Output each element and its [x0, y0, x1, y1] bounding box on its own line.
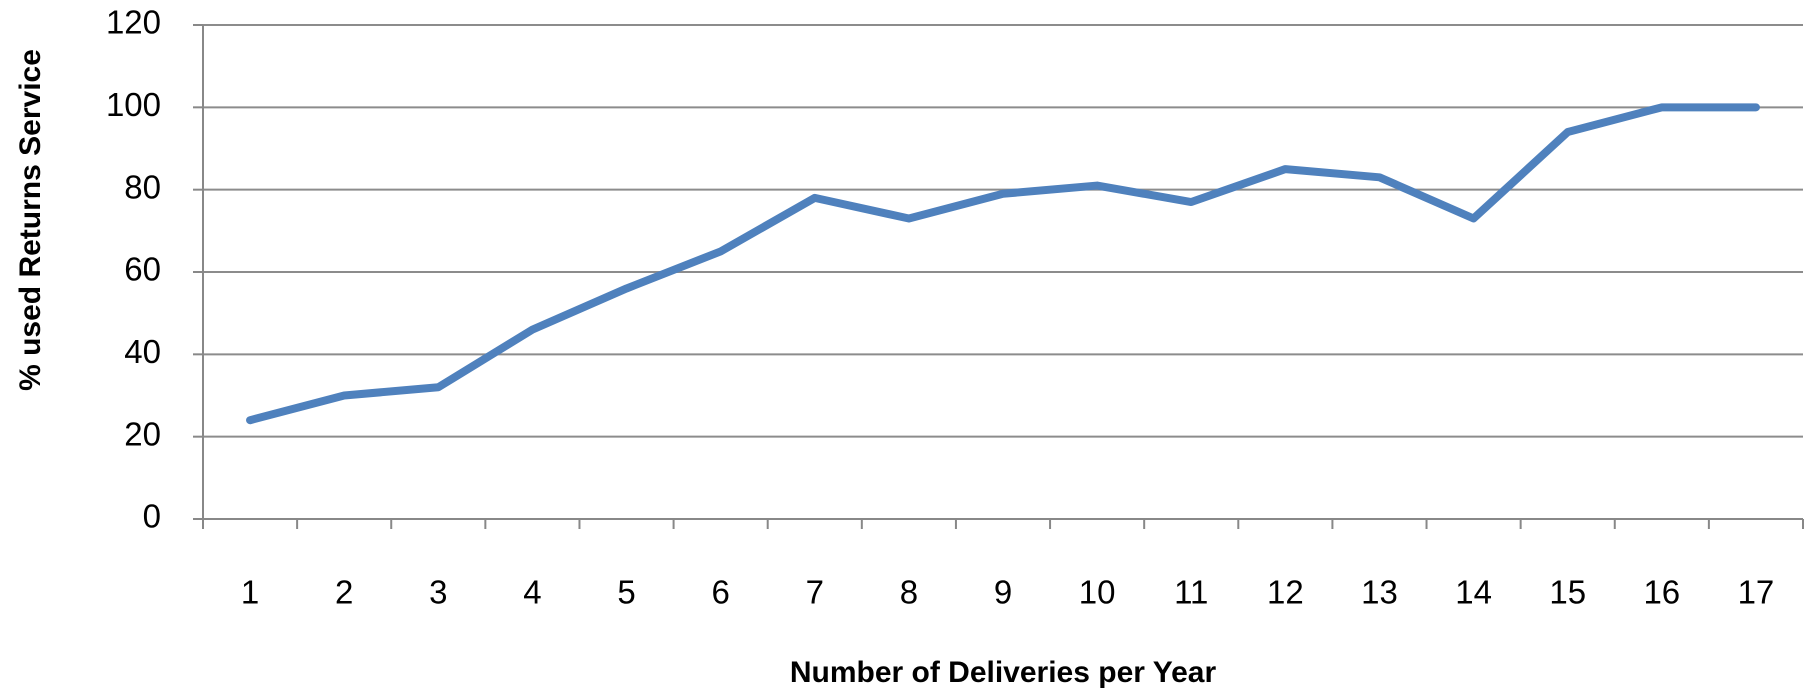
x-tick-label: 10 — [1079, 574, 1116, 611]
data-line — [246, 103, 1760, 425]
x-tick-label: 3 — [429, 574, 447, 611]
x-tick-label: 17 — [1738, 574, 1775, 611]
y-tick-label: 120 — [106, 4, 161, 41]
x-tick-label: 12 — [1267, 574, 1304, 611]
x-tick-label: 8 — [900, 574, 918, 611]
x-tick-label: 11 — [1174, 574, 1208, 611]
x-tick-label: 5 — [617, 574, 635, 611]
x-tick-label: 4 — [523, 574, 541, 611]
x-tick-label: 6 — [711, 574, 729, 611]
x-tick-label: 13 — [1361, 574, 1398, 611]
y-tick-label: 40 — [124, 333, 161, 370]
x-tick-label: 14 — [1455, 574, 1492, 611]
y-tick-label: 60 — [124, 251, 161, 288]
x-tick-label: 15 — [1549, 574, 1586, 611]
y-tick-label: 0 — [143, 498, 161, 535]
x-tick-label: 7 — [806, 574, 824, 611]
x-axis-title: Number of Deliveries per Year — [790, 656, 1217, 689]
x-tick-label: 1 — [241, 574, 259, 611]
x-tick-label: 9 — [994, 574, 1012, 611]
x-tick-label: 16 — [1643, 574, 1680, 611]
y-tick-label: 100 — [106, 86, 161, 123]
y-tick-label: 80 — [124, 168, 161, 205]
y-tick-label: 20 — [124, 415, 161, 452]
y-axis-title: % used Returns Service — [14, 49, 47, 391]
x-tick-label: 2 — [335, 574, 353, 611]
